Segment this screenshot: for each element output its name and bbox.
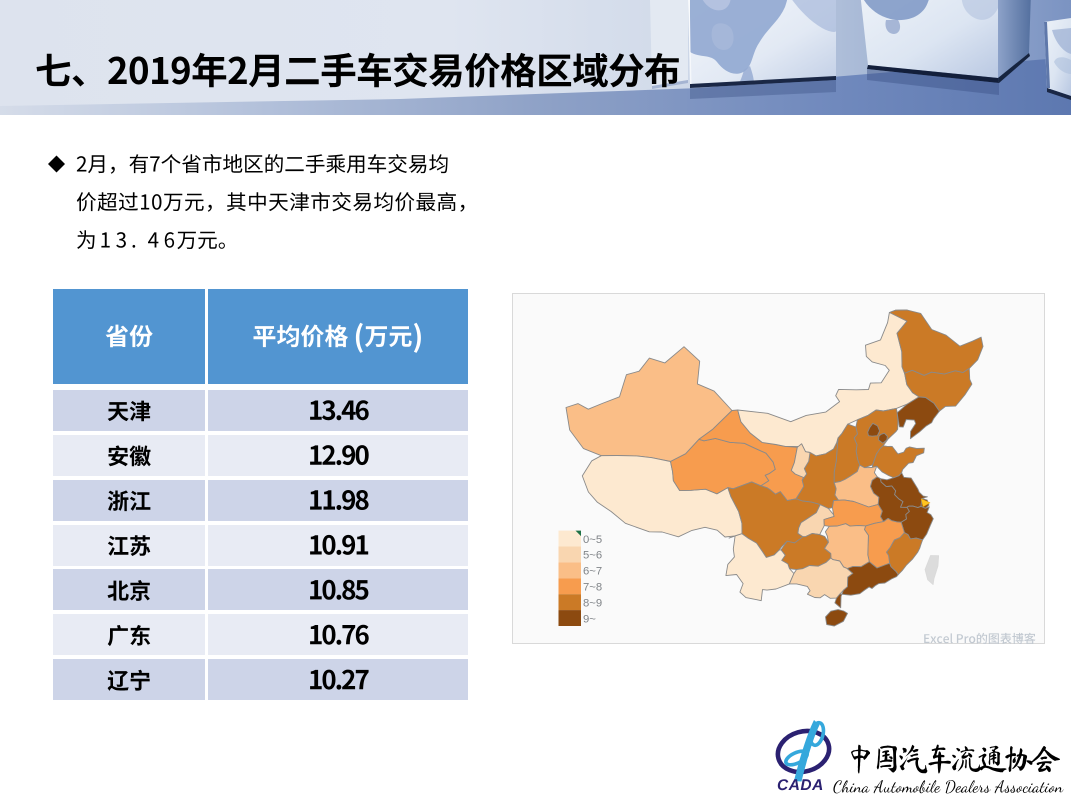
svg-text:8~9: 8~9 bbox=[583, 597, 602, 609]
svg-text:9~: 9~ bbox=[583, 613, 596, 625]
svg-text:7~8: 7~8 bbox=[583, 582, 602, 594]
svg-text:6~7: 6~7 bbox=[583, 566, 602, 578]
svg-text:5~6: 5~6 bbox=[583, 550, 602, 562]
svg-text:0~5: 0~5 bbox=[583, 534, 602, 546]
